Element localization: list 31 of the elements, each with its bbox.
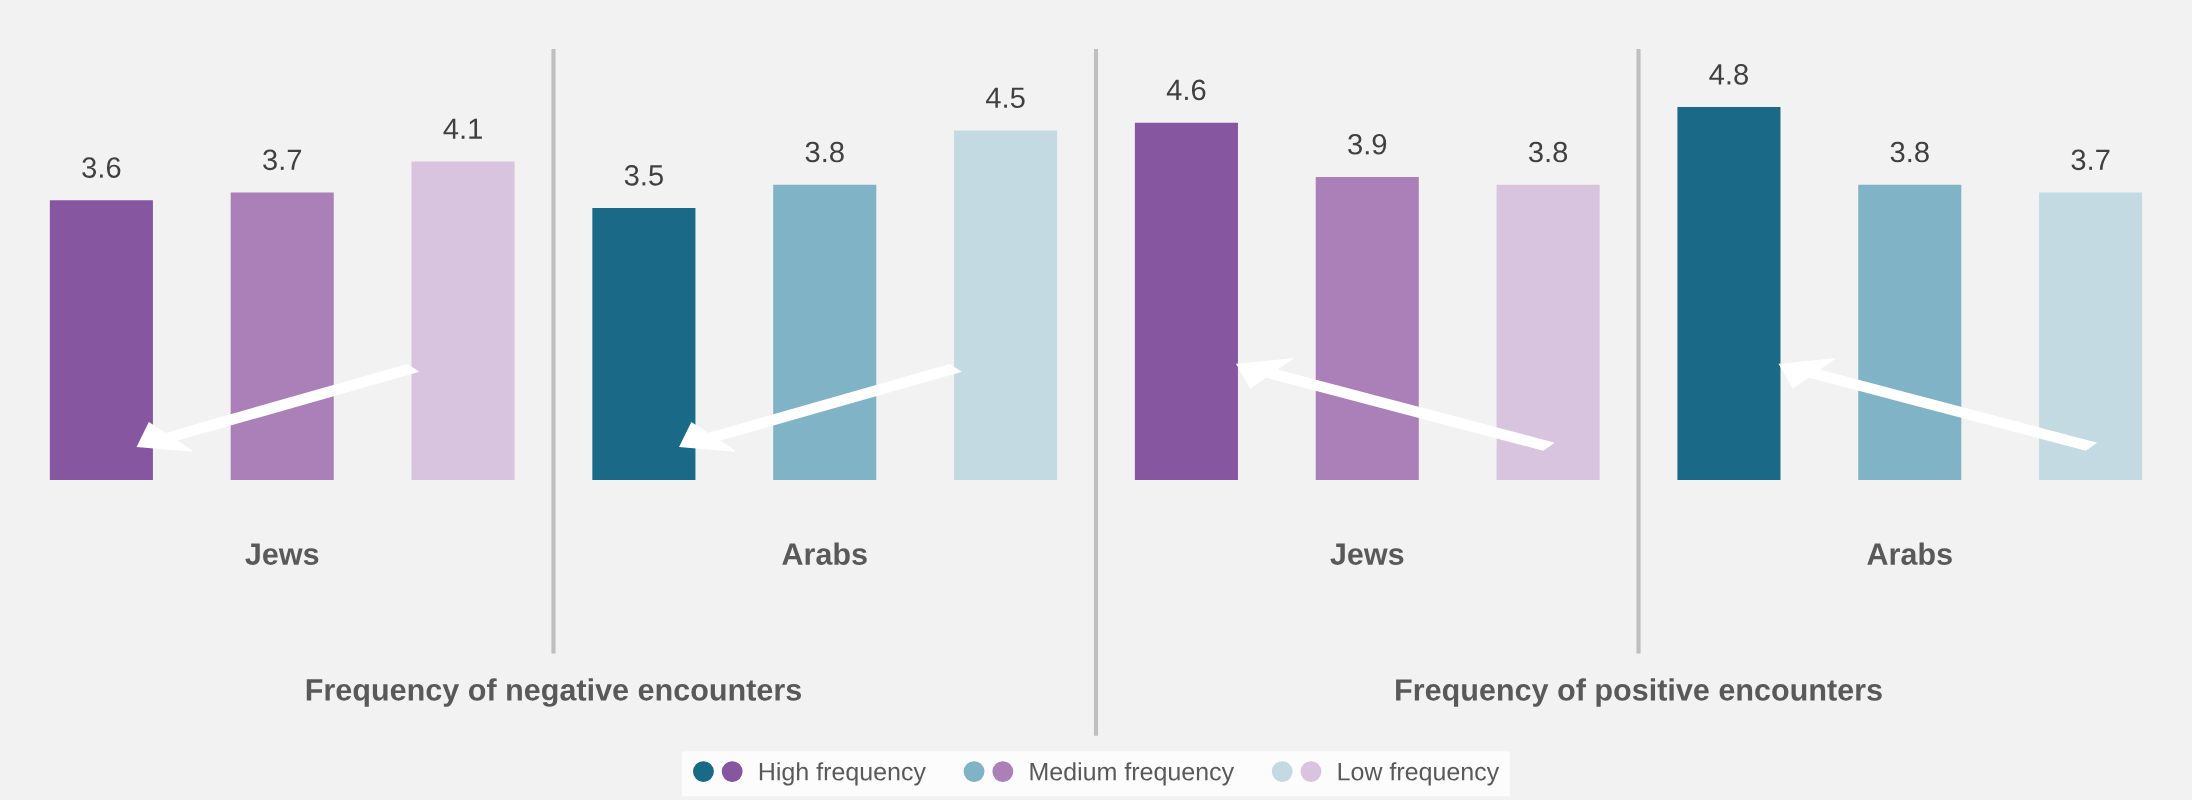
text: Frequency of positive encounters [1396, 678, 1882, 707]
data-label: 4.6 [1166, 79, 1206, 101]
bar [1315, 177, 1419, 480]
data-label: 3.8 [805, 141, 844, 163]
bar [2039, 192, 2143, 480]
text: Frequency of negative encounters [306, 678, 801, 707]
x-tick-label: Arabs [1867, 542, 1952, 565]
data-label: 3.9 [1348, 133, 1387, 155]
data-label: 4.5 [985, 87, 1025, 108]
data-label: 3.8 [1890, 141, 1929, 163]
x-tick-label: Jews [245, 543, 319, 565]
data-label: 4.8 [1709, 64, 1748, 85]
legend-label: High frequency [759, 762, 926, 786]
bar [49, 200, 153, 480]
bar [1858, 184, 1962, 480]
bar [1677, 107, 1781, 480]
bar [1496, 184, 1600, 480]
data-label: 3.8 [1528, 141, 1568, 163]
x-tick-label: Arabs [782, 542, 867, 565]
bar [411, 161, 515, 480]
data-label: 3.7 [2071, 149, 2110, 171]
data-label: 3.5 [624, 165, 663, 186]
x-tick-label: Jews [1330, 543, 1404, 565]
legend-label: Medium frequency [1030, 762, 1235, 786]
legend-label: Low frequency [1338, 762, 1500, 786]
bar [592, 208, 696, 480]
data-label: 3.6 [82, 157, 121, 178]
bar [1134, 122, 1238, 480]
bar [954, 130, 1058, 480]
data-label: 4.1 [443, 118, 482, 139]
data-label: 3.7 [263, 149, 302, 171]
